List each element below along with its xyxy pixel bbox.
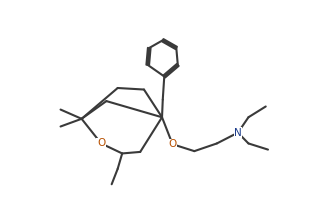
Text: N: N	[234, 128, 242, 138]
Text: O: O	[97, 138, 105, 148]
Text: O: O	[168, 139, 177, 149]
